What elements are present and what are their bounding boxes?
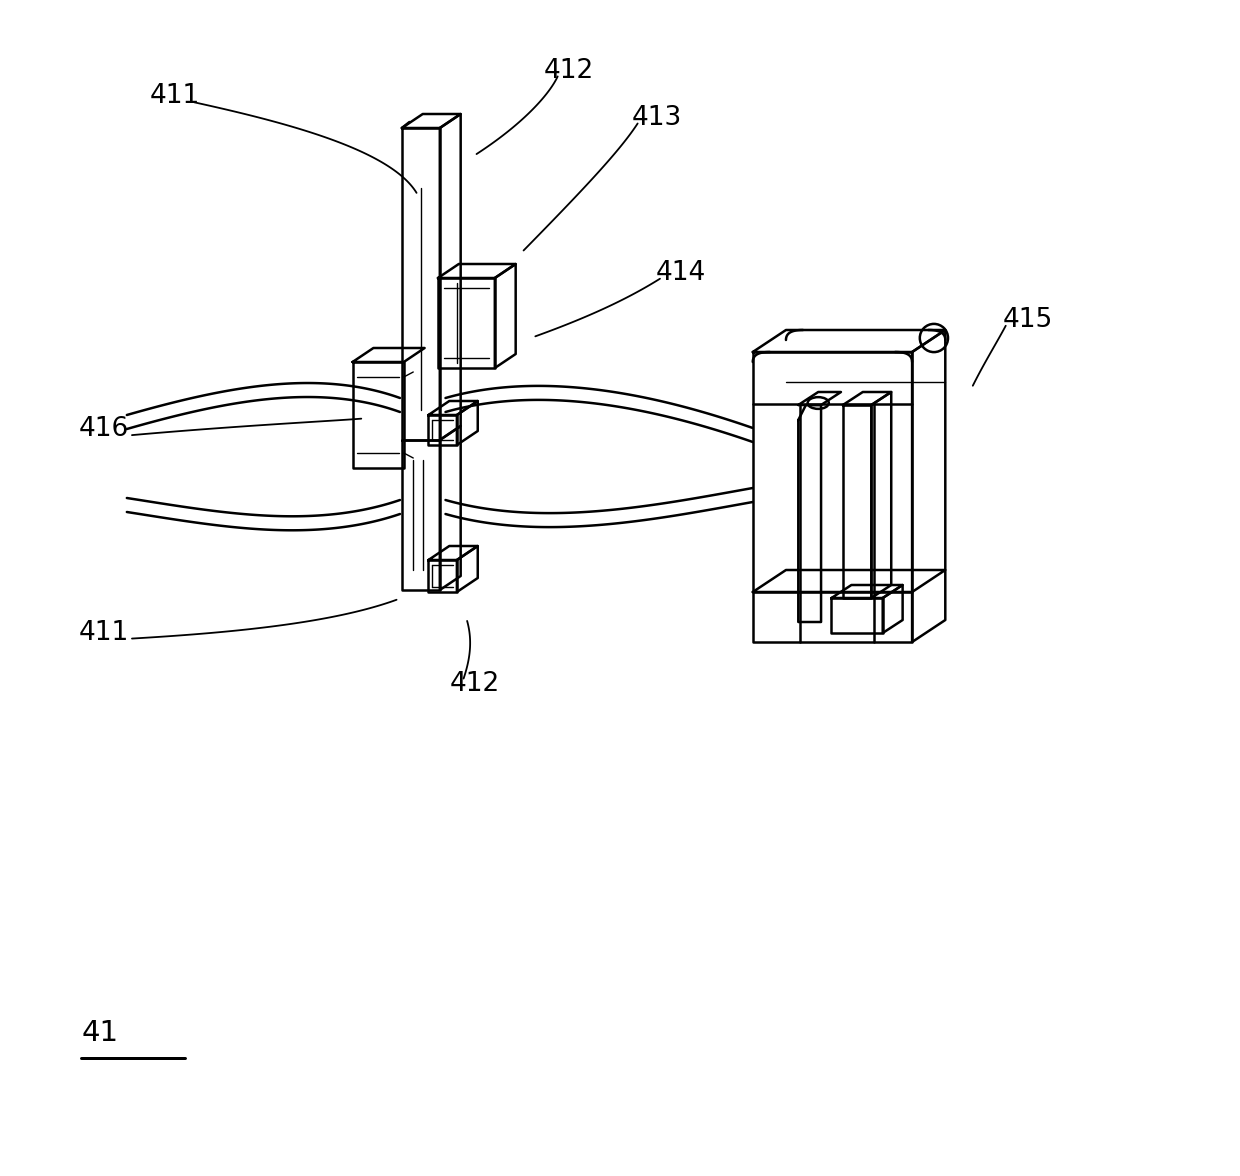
Text: 411: 411	[79, 620, 129, 646]
Text: 412: 412	[543, 58, 594, 83]
Text: 41: 41	[82, 1018, 119, 1047]
Text: 414: 414	[655, 260, 706, 286]
Text: 416: 416	[79, 416, 129, 442]
Text: 415: 415	[1002, 307, 1053, 333]
Text: 411: 411	[150, 83, 200, 109]
Text: 413: 413	[631, 105, 682, 131]
Text: 412: 412	[449, 671, 500, 697]
